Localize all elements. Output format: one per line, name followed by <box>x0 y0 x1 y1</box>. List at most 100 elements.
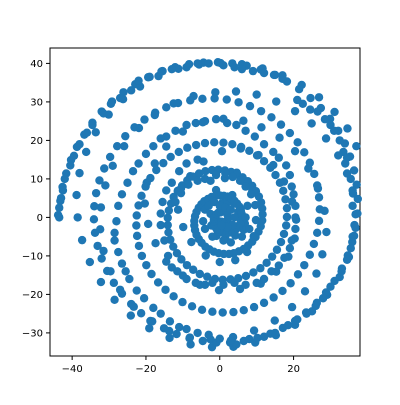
scatter-point <box>221 168 230 178</box>
scatter-point <box>348 201 357 211</box>
scatter-point <box>215 257 224 267</box>
scatter-point <box>259 332 269 341</box>
scatter-point <box>145 72 154 82</box>
scatter-point <box>310 169 319 179</box>
scatter-point <box>236 142 246 152</box>
scatter-point <box>218 308 227 317</box>
scatter-point <box>262 258 271 268</box>
scatter-point <box>346 174 355 184</box>
scatter-point <box>137 191 146 201</box>
scatter-point <box>123 178 132 187</box>
scatter-point <box>149 303 158 313</box>
scatter-point <box>293 315 302 324</box>
scatter-point <box>171 126 180 135</box>
scatter-point <box>167 64 176 74</box>
scatter-point <box>112 141 122 151</box>
scatter-point <box>156 220 165 230</box>
scatter-point <box>300 148 309 157</box>
scatter-point <box>275 133 284 142</box>
scatter-point <box>187 237 196 247</box>
scatter-point <box>241 182 250 191</box>
scatter-point <box>204 59 213 68</box>
scatter-point <box>179 222 188 232</box>
scatter-point <box>200 138 210 148</box>
scatter-point <box>121 131 130 141</box>
scatter-point <box>136 309 146 318</box>
scatter-point <box>241 126 250 135</box>
scatter-point <box>132 286 141 295</box>
scatter-point <box>210 138 219 147</box>
scatter-point <box>259 156 269 166</box>
scatter-point <box>55 203 64 212</box>
scatter-point <box>290 106 300 116</box>
scatter-point <box>232 120 241 130</box>
scatter-point <box>91 188 101 198</box>
scatter-point <box>239 305 248 315</box>
scatter-point <box>188 265 198 274</box>
x-tick-label: −40 <box>62 364 83 375</box>
scatter-point <box>197 305 207 314</box>
y-tick-label: 40 <box>30 59 43 70</box>
scatter-point <box>309 239 319 249</box>
scatter-point <box>132 231 142 241</box>
scatter-point <box>348 186 357 195</box>
scatter-point <box>217 146 227 156</box>
scatter-point <box>184 180 193 189</box>
scatter-point <box>350 220 359 230</box>
scatter-point <box>293 270 303 279</box>
scatter-point <box>134 159 143 168</box>
scatter-point <box>117 259 127 268</box>
scatter-point <box>142 260 151 270</box>
scatter-point <box>93 241 102 251</box>
scatter-point <box>330 107 339 117</box>
scatter-point <box>245 334 254 344</box>
x-tick-label: 20 <box>287 364 300 375</box>
scatter-point <box>210 94 219 103</box>
scatter-point <box>166 152 175 162</box>
scatter-point <box>286 279 295 288</box>
scatter-point <box>249 302 259 312</box>
scatter-point <box>163 213 172 222</box>
scatter-point <box>195 269 205 279</box>
scatter-point <box>174 322 184 332</box>
scatter-point <box>243 201 252 211</box>
scatter-point <box>231 255 240 265</box>
scatter-point <box>230 278 239 288</box>
scatter-point <box>226 336 236 345</box>
scatter-point <box>246 190 256 199</box>
scatter-point <box>132 211 141 220</box>
scatter-point <box>110 236 119 245</box>
scatter-point <box>149 141 158 151</box>
scatter-point <box>172 329 181 339</box>
scatter-point <box>293 138 302 147</box>
scatter-point <box>312 181 322 190</box>
scatter-point <box>283 321 293 330</box>
scatter-point <box>165 333 174 343</box>
scatter-point <box>126 86 136 95</box>
scatter-point <box>305 105 315 114</box>
scatter-point <box>200 116 210 126</box>
scatter-point <box>311 301 320 311</box>
scatter-point <box>95 176 104 185</box>
scatter-point <box>302 309 311 318</box>
scatter-point <box>248 66 258 76</box>
scatter-point <box>298 99 307 109</box>
scatter-point <box>290 146 300 156</box>
scatter-point <box>231 87 241 96</box>
scatter-point <box>226 205 236 214</box>
scatter-point <box>173 267 182 276</box>
scatter-point <box>198 217 208 226</box>
scatter-point <box>314 216 324 226</box>
scatter-point <box>237 232 247 241</box>
scatter-point <box>143 219 153 229</box>
scatter-point <box>275 178 285 187</box>
scatter-point <box>335 136 344 145</box>
scatter-point <box>178 127 188 136</box>
scatter-point <box>281 221 291 230</box>
scatter-point <box>139 294 149 303</box>
scatter-point <box>208 232 217 241</box>
scatter-point <box>269 147 278 157</box>
scatter-point <box>89 215 99 224</box>
scatter-point <box>55 213 64 222</box>
